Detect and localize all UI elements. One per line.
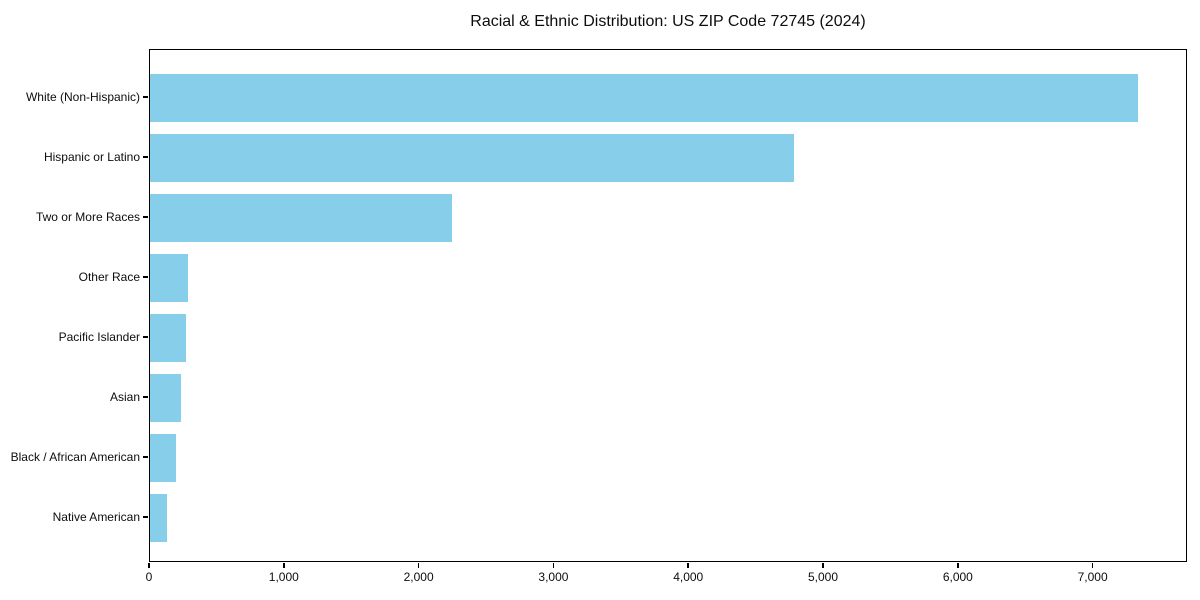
y-tick-label: Asian bbox=[109, 390, 140, 404]
y-tick-label: White (Non-Hispanic) bbox=[25, 90, 140, 104]
y-tick-label: Black / African American bbox=[10, 450, 140, 464]
x-axis-tick bbox=[417, 563, 420, 568]
bar bbox=[150, 254, 189, 302]
y-axis-tick bbox=[143, 336, 148, 338]
y-axis-tick bbox=[143, 96, 148, 98]
y-tick-label: Two or More Races bbox=[35, 210, 140, 224]
y-tick-label: Hispanic or Latino bbox=[43, 150, 140, 164]
y-axis-tick bbox=[143, 156, 148, 158]
y-tick-label: Pacific Islander bbox=[58, 330, 140, 344]
x-axis-tick bbox=[687, 563, 689, 568]
bar bbox=[150, 314, 187, 362]
x-axis-tick bbox=[957, 563, 959, 568]
y-tick-label: Other Race bbox=[78, 270, 140, 284]
y-axis-tick bbox=[143, 396, 148, 398]
y-tick-label: Native American bbox=[52, 510, 140, 524]
x-tick-label: 3,000 bbox=[538, 570, 569, 584]
y-axis-tick bbox=[143, 216, 148, 218]
plot-area bbox=[149, 49, 1187, 562]
x-tick-label: 1,000 bbox=[268, 570, 299, 584]
bar bbox=[150, 434, 176, 482]
bar bbox=[150, 74, 1139, 122]
x-axis-tick bbox=[283, 563, 285, 568]
x-tick-label: 5,000 bbox=[808, 570, 839, 584]
bar bbox=[150, 194, 452, 242]
bar bbox=[150, 134, 794, 182]
x-tick-label: 7,000 bbox=[1077, 570, 1108, 584]
x-axis-tick bbox=[148, 563, 150, 568]
y-axis-tick bbox=[143, 456, 148, 458]
x-tick-label: 0 bbox=[145, 570, 153, 584]
bar bbox=[150, 494, 167, 542]
y-axis-tick bbox=[143, 276, 148, 278]
x-tick-label: 6,000 bbox=[942, 570, 973, 584]
x-axis-tick bbox=[822, 563, 824, 568]
bar bbox=[150, 374, 181, 422]
x-axis-tick bbox=[1091, 563, 1094, 568]
x-tick-label: 4,000 bbox=[673, 570, 704, 584]
y-axis-tick bbox=[143, 516, 148, 518]
chart-title: Racial & Ethnic Distribution: US ZIP Cod… bbox=[470, 13, 866, 30]
x-axis-tick bbox=[552, 563, 555, 568]
x-tick-label: 2,000 bbox=[403, 570, 434, 584]
